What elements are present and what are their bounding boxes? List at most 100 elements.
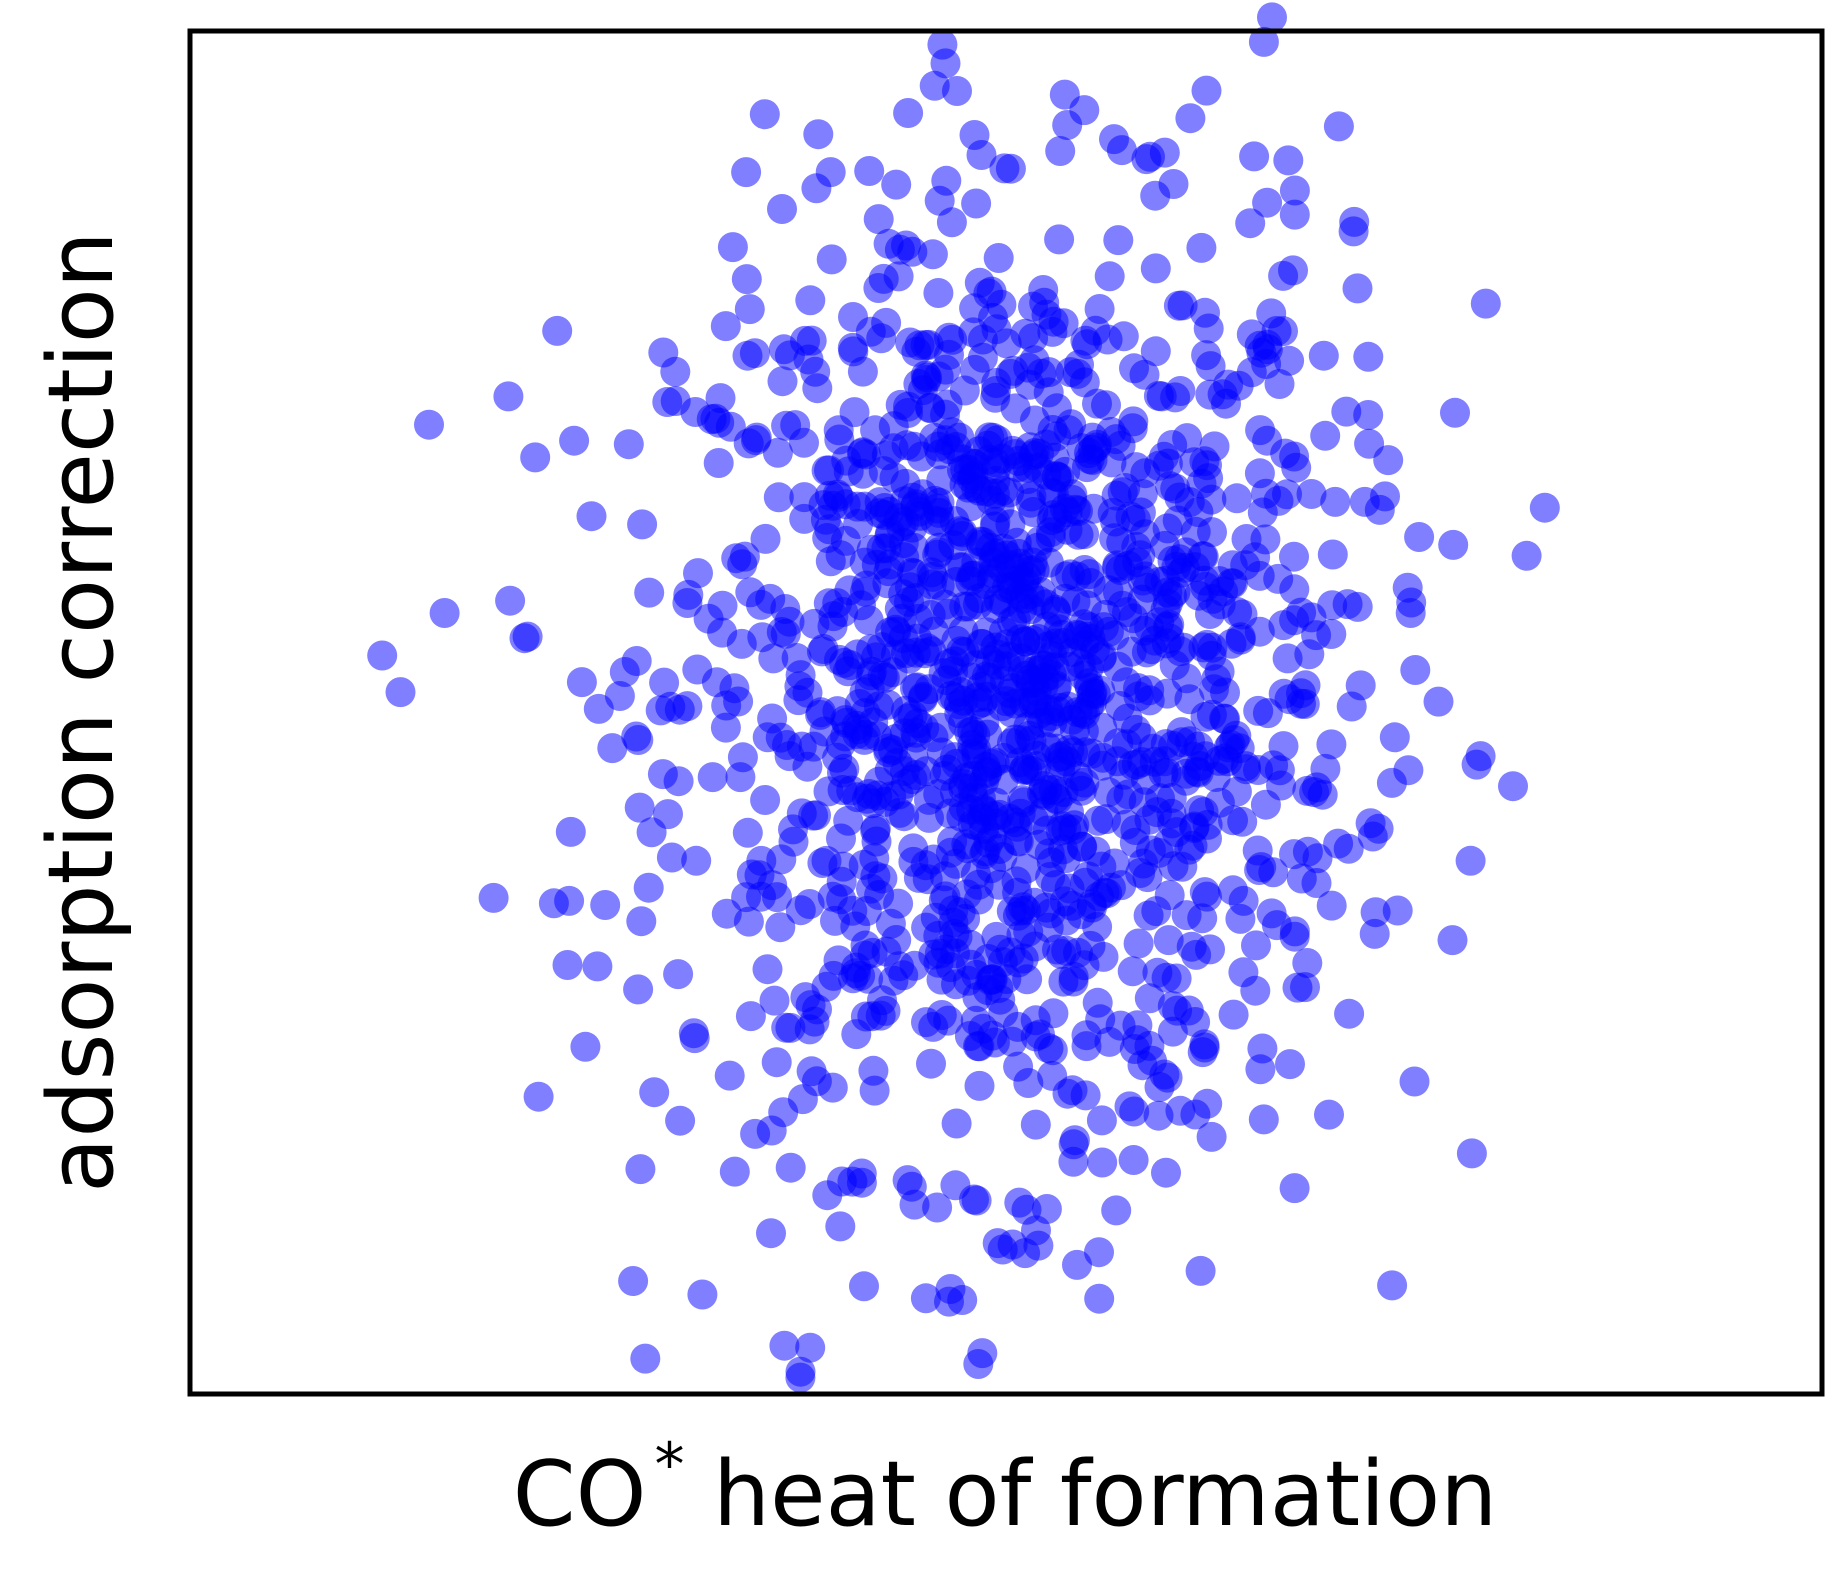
scatter-point [1308,340,1339,371]
scatter-point [700,403,731,434]
scatter-point [1236,357,1267,388]
scatter-point [621,721,652,752]
scatter-point [803,119,834,150]
scatter-point [1438,529,1469,560]
scatter-point [1003,1051,1034,1082]
scatter-point [1400,655,1431,685]
scatter-point [1125,497,1156,528]
scatter-point [1316,890,1347,921]
scatter-point [864,487,895,518]
scatter-point [1121,452,1151,483]
scatter-point [1393,755,1424,786]
scatter-point [1128,848,1159,879]
scatter-point [937,324,968,355]
scatter-point [1228,885,1259,916]
scatter-point [1062,358,1093,389]
scatter-point [1044,224,1075,255]
scatter-point [1244,458,1275,489]
scatter-point [672,691,703,722]
scatter-point [878,735,908,766]
scatter-point [867,660,898,691]
scatter-point [815,157,846,188]
scatter-point [1117,956,1148,987]
scatter-point [1152,448,1183,479]
scatter-point [1003,947,1034,978]
scatter-point [750,523,781,554]
scatter-point [860,415,891,446]
scatter-point [1086,1105,1117,1136]
scatter-point [1171,765,1201,796]
scatter-point [542,315,573,346]
scatter-point [656,842,687,873]
scatter-point [570,1031,601,1062]
scatter-point [1261,316,1292,346]
scatter-point [924,497,954,528]
scatter-point [948,769,979,799]
scatter-point [884,797,915,828]
scatter-point [1279,175,1310,206]
scatter-point [888,623,919,654]
scatter-point [1171,900,1202,931]
scatter-point [1126,722,1157,753]
scatter-point [1228,957,1259,988]
scatter-point [1107,477,1138,508]
scatter-point [1094,261,1125,292]
scatter-point [1061,561,1092,592]
scatter-point [789,482,820,513]
scatter-point [789,427,819,458]
scatter-point [1062,1249,1092,1280]
scatter-point [1279,1173,1310,1204]
scatter-point [703,448,734,478]
scatter-point [918,939,949,970]
scatter-point [849,1271,879,1302]
scatter-point [915,393,945,424]
scatter-point [918,1011,949,1042]
scatter-point [941,1108,972,1139]
scatter-point [853,605,884,636]
scatter-point [647,759,678,790]
scatter-point [1199,674,1229,705]
scatter-point [1529,492,1560,523]
scatter-point [1021,740,1052,771]
scatter-point [752,954,783,985]
scatter-point [1274,684,1305,715]
scatter-point [883,261,914,292]
scatter-point [1152,513,1183,544]
scatter-point [1317,539,1348,570]
scatter-point [1248,1104,1279,1135]
scatter-point [604,681,635,711]
scatter-point [1230,550,1261,581]
scatter-point [1294,639,1325,670]
scatter-point [866,323,897,354]
scatter-point [930,589,961,620]
scatter-point [1071,1031,1102,1062]
scatter-point [1399,1066,1430,1097]
scatter-point [940,848,971,879]
scatter-point [1511,540,1542,571]
scatter-point [1227,599,1258,630]
scatter-point [1272,479,1302,510]
scatter-point [923,779,954,810]
scatter-point [794,889,825,919]
scatter-point [414,409,444,440]
scatter-point [1021,1215,1051,1246]
scatter-point [1196,484,1227,515]
scatter-point [1121,749,1152,780]
scatter-point [626,906,657,937]
scatter-point [1154,880,1185,911]
scatter-point [1063,620,1094,651]
scatter-point [828,851,859,882]
scatter-point [914,802,944,833]
scatter-point [1213,732,1244,763]
scatter-point [1196,1121,1227,1152]
scatter-point [795,1332,826,1363]
scatter-point [967,629,998,660]
scatter-point [639,1077,670,1108]
scatter-point [576,501,607,532]
scatter-point [842,782,873,813]
scatter-point [1134,675,1165,706]
scatter-point [1082,987,1113,1018]
scatter-point [961,188,992,219]
scatter-point [960,449,990,479]
scatter-point [1245,1054,1276,1085]
